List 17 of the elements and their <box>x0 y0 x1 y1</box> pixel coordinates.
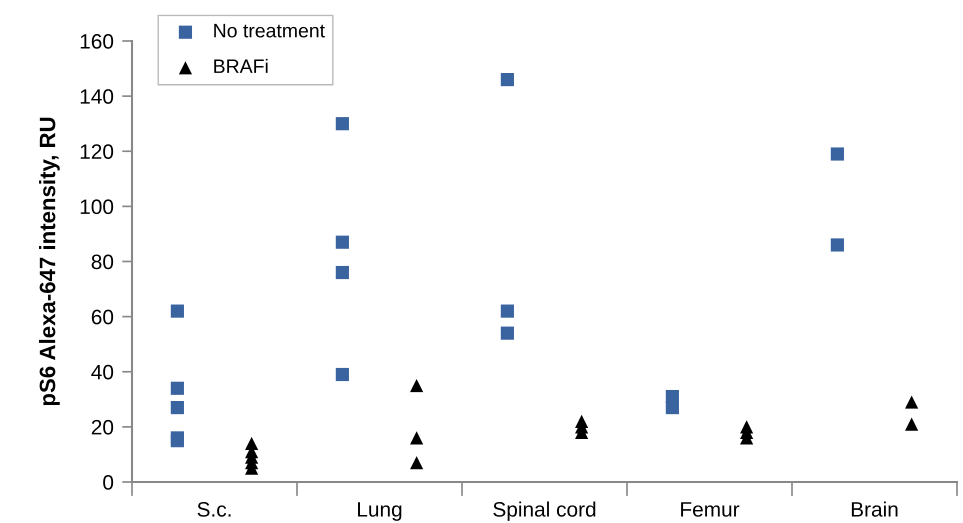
y-tick-label: 100 <box>80 199 114 214</box>
legend-label: BRAFi <box>214 58 268 73</box>
y-tick-label: 40 <box>91 364 114 380</box>
legend-label: No treatment <box>214 24 325 38</box>
x-tick-label: Spinal cord <box>493 501 596 521</box>
y-tick-label: 140 <box>80 89 114 104</box>
y-tick-label: 60 <box>92 310 114 324</box>
y-tick-label: 20 <box>92 420 114 435</box>
x-tick-label: Femur <box>681 502 740 517</box>
y-tick-label: 0 <box>103 475 114 490</box>
x-tick-label: S.c. <box>198 502 231 517</box>
x-tick-label: Lung <box>358 502 402 521</box>
y-tick-label: 80 <box>92 254 114 270</box>
y-tick-label: 120 <box>80 144 114 160</box>
y-tick-label: 160 <box>80 34 114 49</box>
y-axis-title: pS6 Alexa-647 intensity, RU <box>39 118 60 406</box>
x-tick-label: Brain <box>852 501 898 517</box>
